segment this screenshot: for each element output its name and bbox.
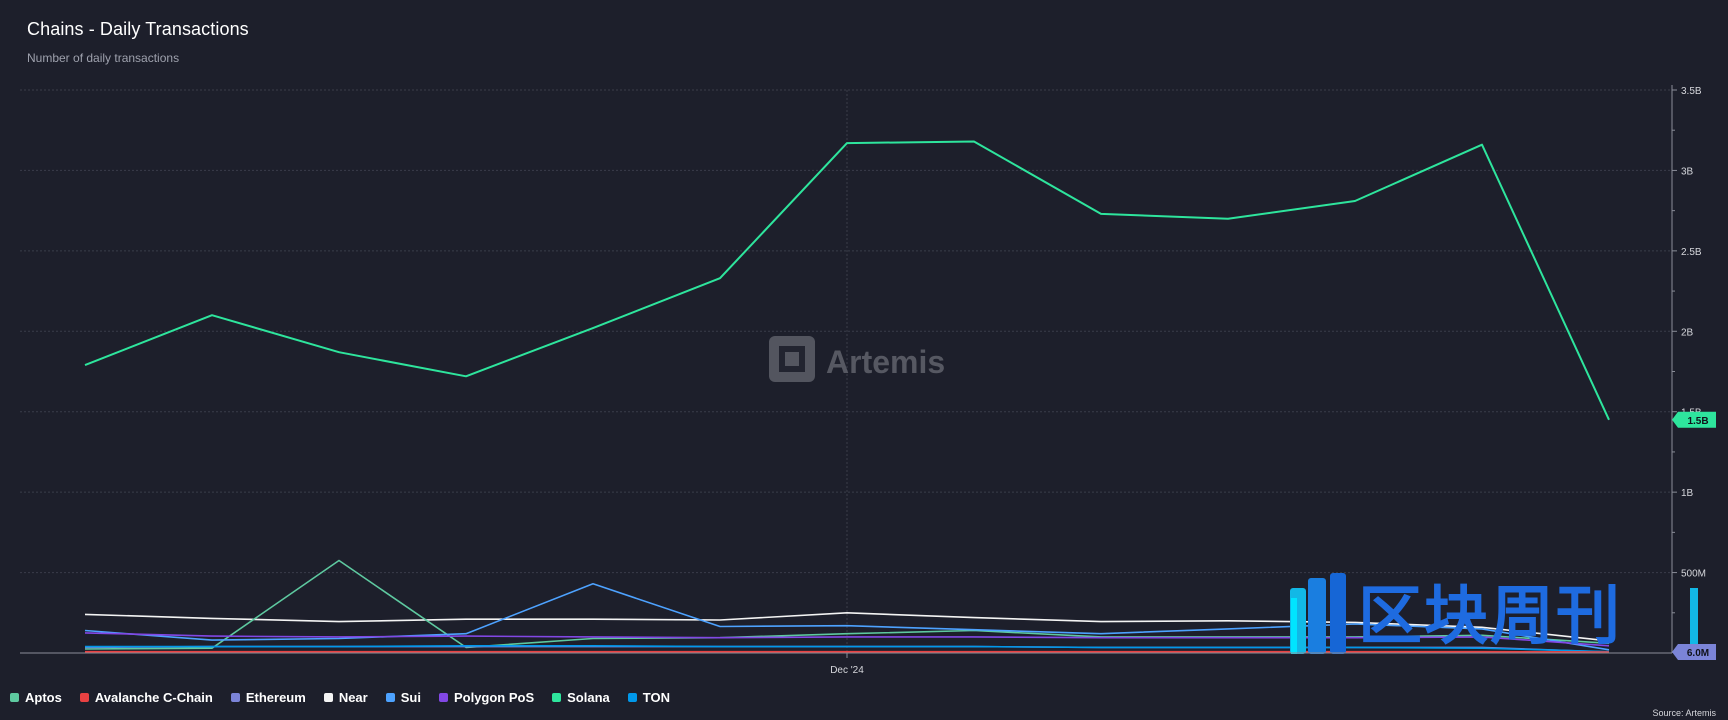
legend-swatch [552,693,562,702]
series-line-polygon-pos [84,632,1610,647]
series-line-sui [84,582,1610,651]
legend-item-ton[interactable]: TON [627,690,670,705]
x-axis: Dec '24 [20,652,1672,676]
series-lines [84,140,1610,653]
legend-swatch [230,693,240,702]
legend-label: Polygon PoS [453,690,535,705]
legend-label: Near [338,690,368,705]
series-line-ton [85,644,1610,653]
end-label-text: 6.0M [1687,648,1709,659]
legend-swatch [438,693,448,702]
y-tick-label: 500M [1681,569,1706,580]
blockweekly-logo-bar [1690,588,1698,654]
end-label-solana: 1.5B [1672,411,1716,428]
series-line-near [84,611,1610,642]
grid-lines [20,89,1672,653]
end-label-badge [1672,644,1716,661]
legend-label: Ethereum [245,690,306,705]
legend-label: Aptos [25,690,62,705]
legend-swatch [79,693,89,702]
series-line-solana [84,140,1610,421]
blockweekly-logo-bar [1308,578,1326,654]
legend-label: Solana [567,690,610,705]
y-tick-label: 2B [1681,327,1694,338]
legend-item-aptos[interactable]: Aptos [10,690,62,705]
line-chart: Artemis 500M 1B 1.5B 2B 2.5B 3B 3.5B 区块周刊 1.5B… [20,85,1716,676]
chart-title: Chains - Daily Transactions [27,19,249,39]
legend-label: Avalanche C-Chain [94,690,213,705]
y-axis: 500M 1B 1.5B 2B 2.5B 3B 3.5B [1671,85,1706,653]
legend-label: Sui [400,690,421,705]
blockweekly-watermark: 区块周刊 [1290,573,1698,654]
chart-subtitle: Number of daily transactions [27,51,180,65]
artemis-watermark: Artemis [769,336,945,382]
legend-item-polygon-pos[interactable]: Polygon PoS [438,690,535,705]
legend-item-solana[interactable]: Solana [552,690,610,705]
y-tick-label: 3B [1681,166,1694,177]
blockweekly-logo-bar [1330,573,1346,654]
legend-item-avalanche-c-chain[interactable]: Avalanche C-Chain [79,690,213,705]
legend-item-near[interactable]: Near [323,690,368,705]
source-note: Source: Artemis [1652,708,1716,718]
end-labels: 1.5B 6.0M [1672,411,1716,661]
end-label-ethereum: 6.0M [1672,644,1716,661]
y-tick-label: 3.5B [1681,86,1702,97]
y-tick-label: 1B [1681,488,1694,499]
legend-swatch [627,693,637,702]
blockweekly-logo-accent [1291,598,1297,654]
legend: Aptos Avalanche C-Chain Ethereum Near Sui Pol… [10,690,688,705]
x-tick-label: Dec '24 [830,665,864,676]
artemis-watermark-text: Artemis [826,344,945,380]
legend-item-sui[interactable]: Sui [385,690,421,705]
legend-label: TON [642,690,670,705]
end-label-badge [1672,411,1716,428]
y-tick-label: 2.5B [1681,247,1702,258]
legend-swatch [10,693,19,702]
end-label-text: 1.5B [1687,416,1708,427]
legend-item-ethereum[interactable]: Ethereum [230,690,306,705]
blockweekly-watermark-text: 区块周刊 [1358,580,1622,654]
legend-swatch [323,693,333,702]
legend-swatch [385,693,395,702]
